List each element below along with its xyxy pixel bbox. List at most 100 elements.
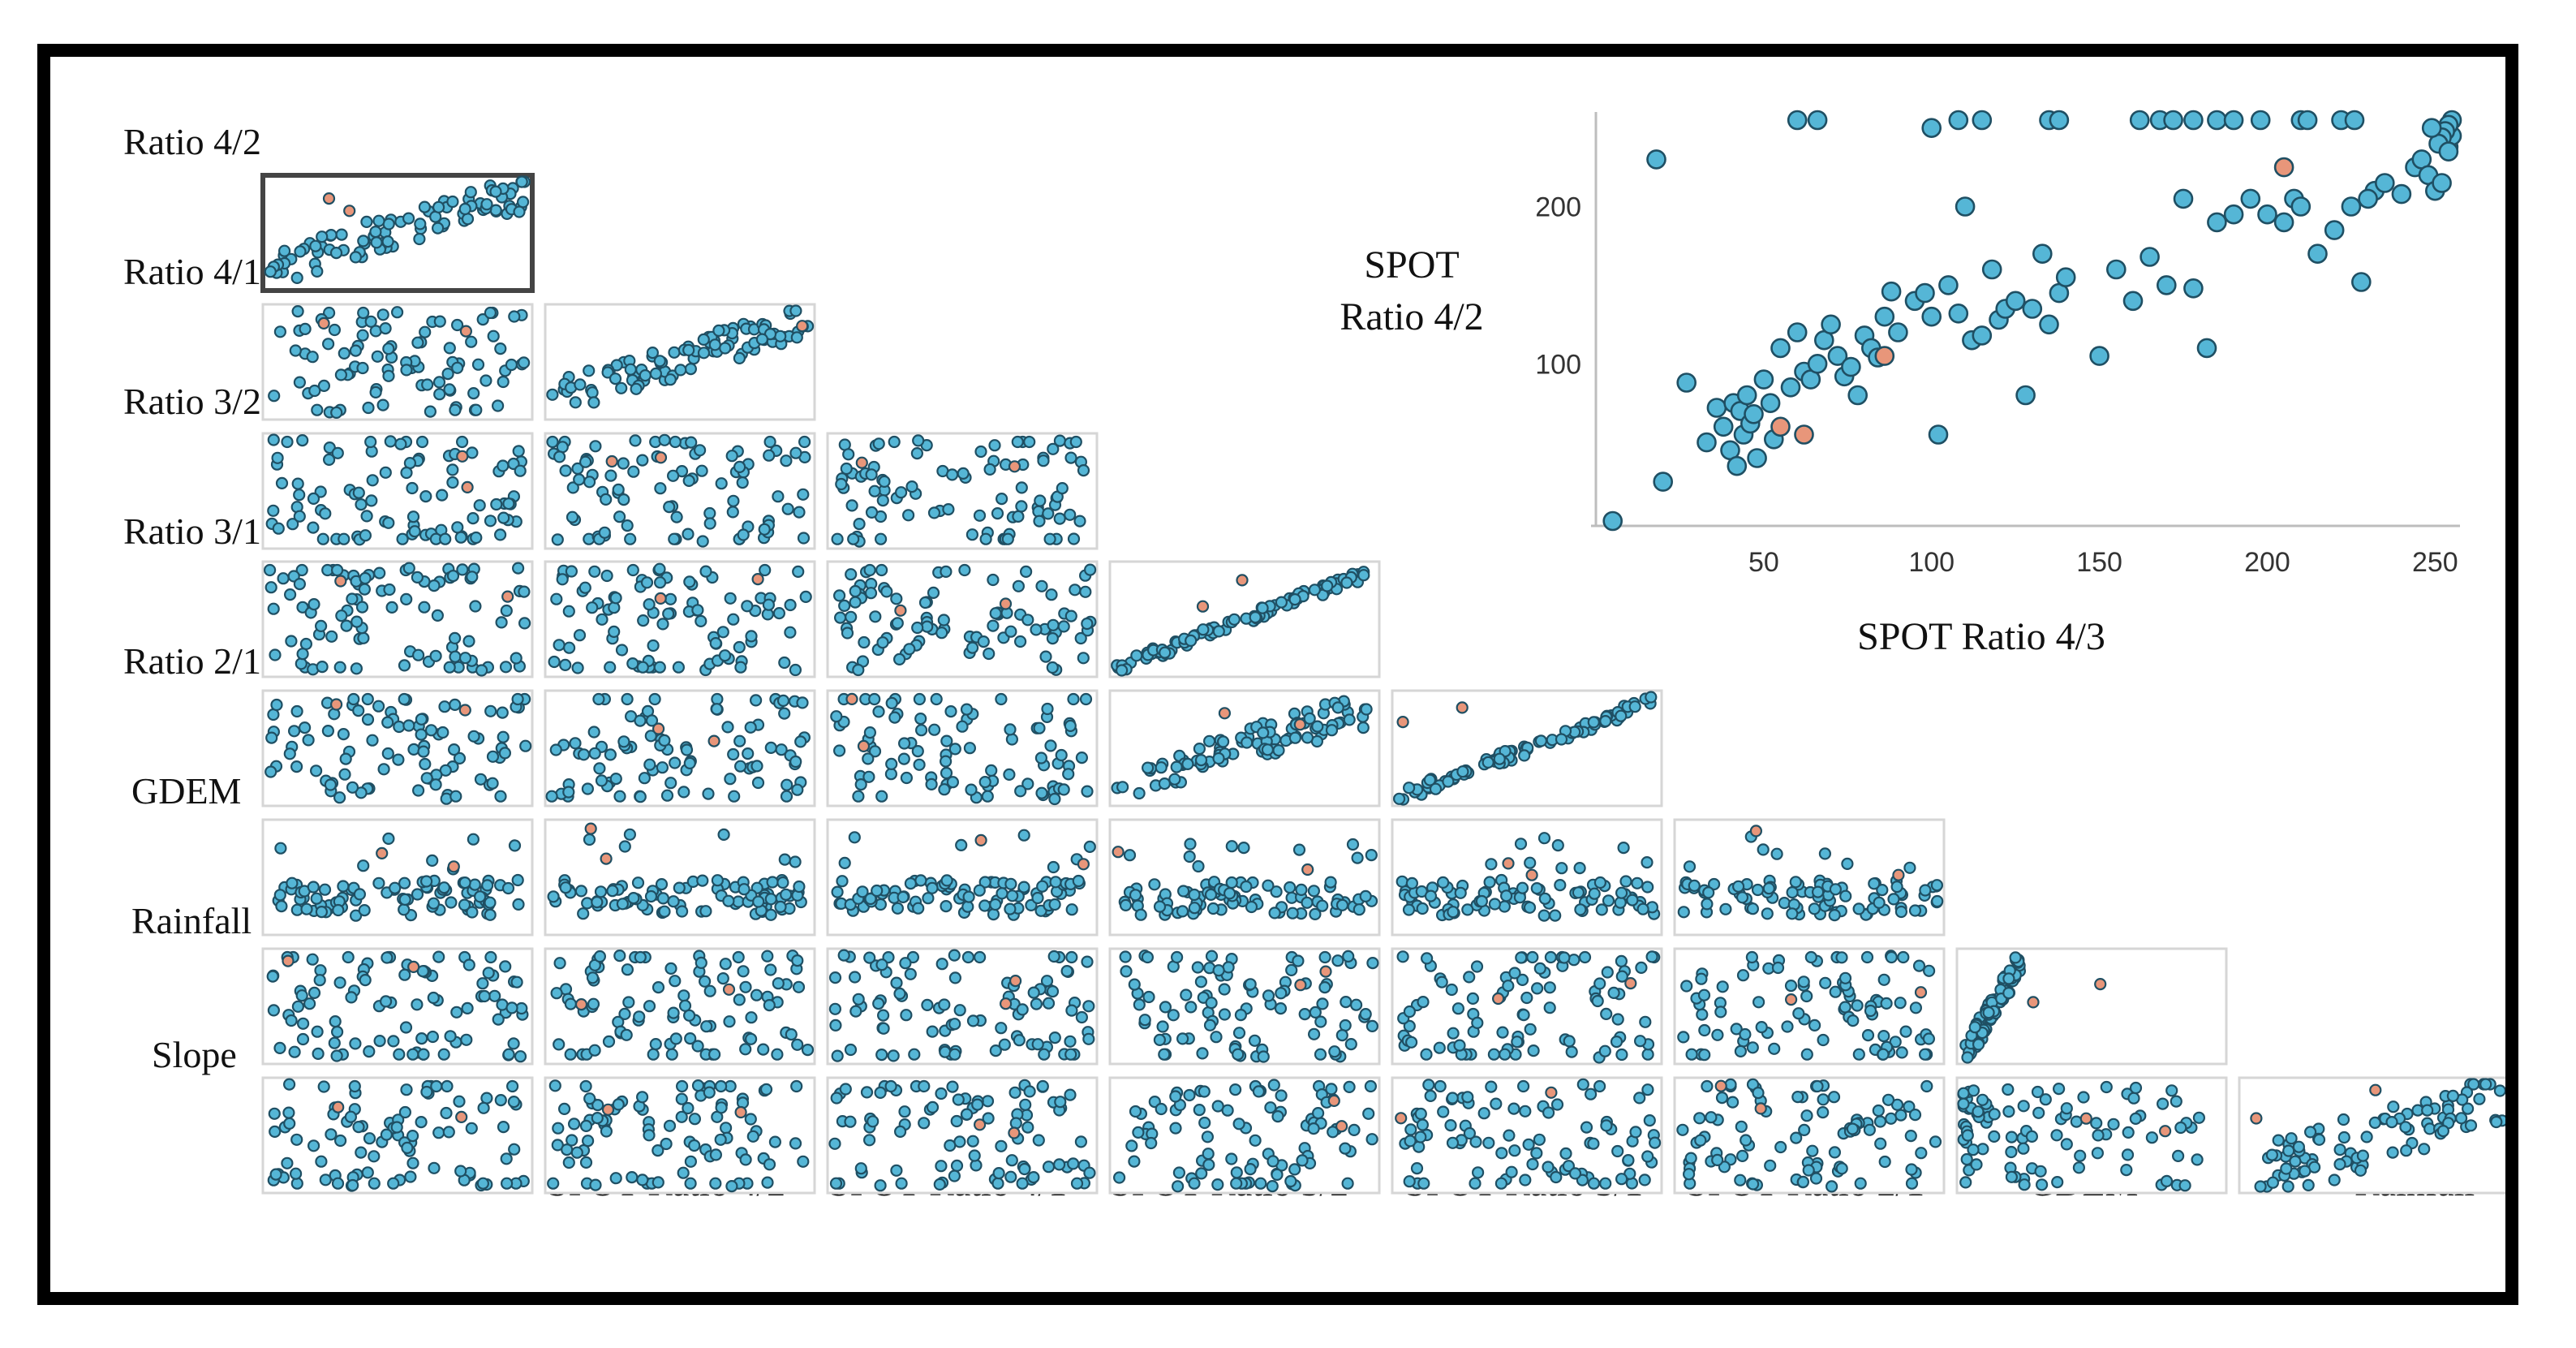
- zoom-point[interactable]: [2375, 173, 2395, 193]
- cell-slope-vs-spot-ratio-3-2[interactable]: [1108, 1076, 1381, 1195]
- zoom-point[interactable]: [1807, 353, 1828, 374]
- zoom-point[interactable]: [2106, 259, 2127, 280]
- zoom-point[interactable]: [1938, 275, 1959, 295]
- zoom-highlight-point[interactable]: [2273, 157, 2294, 178]
- zoom-highlight-point[interactable]: [1794, 424, 1814, 445]
- zoom-point[interactable]: [1881, 281, 1902, 302]
- cell-ratio-2-1-vs-spot-ratio-3-1[interactable]: [1391, 689, 1663, 808]
- zoom-point[interactable]: [1915, 282, 1935, 304]
- zoom-point[interactable]: [2049, 110, 2070, 131]
- cell-gdem-vs-spot-ratio-4-3[interactable]: [261, 818, 534, 937]
- zoom-point[interactable]: [1727, 455, 1748, 476]
- zoom-point[interactable]: [2438, 141, 2459, 162]
- zoom-point[interactable]: [1646, 149, 1666, 170]
- zoom-point[interactable]: [1653, 472, 1673, 492]
- zoom-point[interactable]: [2129, 110, 2150, 131]
- zoom-point[interactable]: [1747, 448, 1767, 468]
- cell-ratio-4-1-vs-spot-ratio-4-2[interactable]: [544, 303, 816, 421]
- zoom-point[interactable]: [2257, 204, 2277, 225]
- cell-ratio-3-1-vs-spot-ratio-3-2[interactable]: [1108, 560, 1381, 678]
- cell-gdem-vs-spot-ratio-3-2[interactable]: [1108, 818, 1381, 937]
- cell-gdem-vs-spot-ratio-2-1[interactable]: [1673, 818, 1946, 937]
- zoom-point[interactable]: [2351, 272, 2372, 292]
- cell-slope-vs-rainfall[interactable]: [2238, 1076, 2505, 1195]
- zoom-point[interactable]: [1841, 356, 1861, 377]
- zoom-point[interactable]: [1948, 303, 1969, 324]
- zoom-point[interactable]: [1888, 322, 1908, 342]
- zoom-point[interactable]: [2421, 118, 2442, 138]
- zoom-point[interactable]: [1736, 385, 1757, 406]
- zoom-point[interactable]: [2358, 188, 2378, 209]
- cell-ratio-3-1-vs-spot-ratio-4-1[interactable]: [826, 560, 1099, 678]
- cell-ratio-3-2-vs-spot-ratio-4-3[interactable]: [261, 432, 534, 550]
- cell-ratio-4-2-vs-spot-ratio-4-3[interactable]: [260, 173, 535, 293]
- zoom-point[interactable]: [1921, 306, 1942, 327]
- zoom-point[interactable]: [1827, 346, 1848, 366]
- zoom-point[interactable]: [2341, 196, 2362, 217]
- cell-rainfall-vs-gdem[interactable]: [1955, 947, 2228, 1066]
- zoom-point[interactable]: [2122, 291, 2144, 312]
- zoom-point[interactable]: [2324, 220, 2345, 240]
- zoom-point[interactable]: [2157, 275, 2177, 295]
- zoom-point[interactable]: [2223, 110, 2244, 131]
- zoom-point[interactable]: [2032, 243, 2053, 264]
- zoom-point[interactable]: [2196, 338, 2217, 359]
- zoom-point[interactable]: [2039, 314, 2059, 335]
- zoom-point[interactable]: [1770, 338, 1791, 359]
- zoom-point[interactable]: [1602, 510, 1623, 532]
- cell-rainfall-vs-spot-ratio-3-1[interactable]: [1391, 947, 1663, 1066]
- cell-slope-vs-spot-ratio-4-1[interactable]: [826, 1076, 1099, 1195]
- cell-ratio-2-1-vs-spot-ratio-4-2[interactable]: [544, 689, 816, 808]
- cell-slope-vs-gdem[interactable]: [1955, 1076, 2228, 1195]
- zoom-point[interactable]: [2183, 278, 2204, 299]
- cell-rainfall-vs-spot-ratio-4-1[interactable]: [826, 947, 1099, 1066]
- cell-ratio-2-1-vs-spot-ratio-3-2[interactable]: [1108, 689, 1381, 808]
- zoom-point[interactable]: [2089, 346, 2109, 366]
- zoom-point[interactable]: [1760, 393, 1781, 414]
- zoom-point[interactable]: [1948, 110, 1969, 131]
- zoom-point[interactable]: [1874, 306, 1895, 327]
- zoom-point[interactable]: [1807, 110, 1828, 131]
- cell-slope-vs-spot-ratio-4-2[interactable]: [544, 1076, 816, 1195]
- zoom-highlight-point[interactable]: [1874, 346, 1895, 366]
- zoom-point[interactable]: [2250, 110, 2271, 131]
- zoom-point[interactable]: [2139, 247, 2160, 267]
- zoom-point[interactable]: [2240, 188, 2261, 209]
- zoom-point[interactable]: [1753, 369, 1774, 390]
- zoom-point[interactable]: [2022, 299, 2043, 319]
- zoom-point[interactable]: [2055, 267, 2076, 288]
- zoom-point[interactable]: [1787, 110, 1808, 131]
- zoom-point[interactable]: [1780, 377, 1801, 398]
- zoom-point[interactable]: [2344, 110, 2365, 131]
- zoom-point[interactable]: [1972, 110, 1993, 131]
- zoom-point[interactable]: [1821, 314, 1841, 335]
- zoom-point[interactable]: [1697, 432, 1717, 453]
- cell-slope-vs-spot-ratio-3-1[interactable]: [1391, 1076, 1663, 1195]
- zoom-point[interactable]: [1972, 325, 1993, 346]
- cell-rainfall-vs-spot-ratio-4-2[interactable]: [544, 947, 816, 1066]
- zoom-point[interactable]: [2207, 110, 2227, 131]
- zoom-point[interactable]: [1928, 424, 1949, 445]
- zoom-point[interactable]: [2307, 243, 2328, 264]
- cell-ratio-3-1-vs-spot-ratio-4-3[interactable]: [261, 560, 534, 678]
- cell-ratio-2-1-vs-spot-ratio-4-1[interactable]: [826, 689, 1099, 808]
- zoom-point[interactable]: [1676, 373, 1697, 393]
- zoom-point[interactable]: [2273, 212, 2294, 233]
- zoom-point[interactable]: [1981, 259, 2002, 280]
- zoom-point[interactable]: [2163, 110, 2183, 131]
- cell-rainfall-vs-spot-ratio-2-1[interactable]: [1673, 947, 1946, 1066]
- zoom-point[interactable]: [2015, 385, 2036, 406]
- zoom-point[interactable]: [2223, 204, 2244, 225]
- zoom-point[interactable]: [2290, 196, 2312, 217]
- cell-ratio-2-1-vs-spot-ratio-4-3[interactable]: [261, 689, 534, 808]
- zoom-point[interactable]: [1787, 322, 1808, 342]
- cell-ratio-3-1-vs-spot-ratio-4-2[interactable]: [544, 560, 816, 678]
- zoom-point[interactable]: [2183, 110, 2204, 131]
- zoom-point[interactable]: [2391, 183, 2412, 205]
- cell-slope-vs-spot-ratio-4-3[interactable]: [261, 1076, 534, 1195]
- cell-ratio-3-2-vs-spot-ratio-4-2[interactable]: [544, 432, 816, 550]
- cell-gdem-vs-spot-ratio-3-1[interactable]: [1391, 818, 1663, 937]
- zoom-point[interactable]: [2432, 173, 2452, 193]
- zoom-point[interactable]: [2297, 110, 2318, 131]
- cell-slope-vs-spot-ratio-2-1[interactable]: [1673, 1076, 1946, 1195]
